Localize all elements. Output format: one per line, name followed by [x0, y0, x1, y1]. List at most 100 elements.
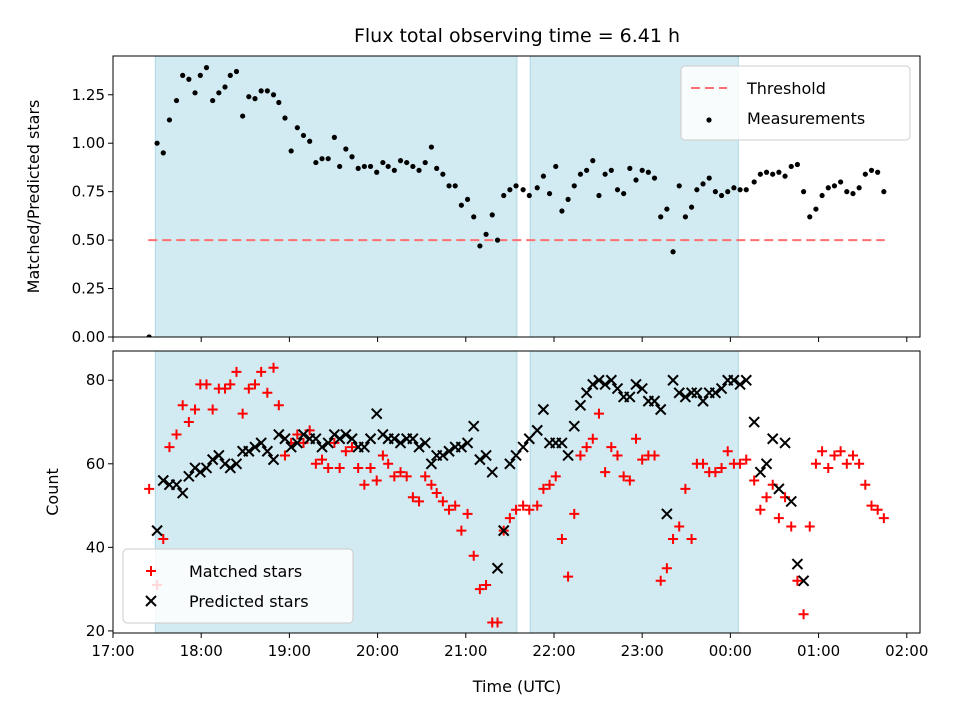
- matched-star-point: [823, 462, 834, 473]
- matched-star-point: [262, 387, 273, 398]
- measurement-point: [794, 161, 801, 168]
- matched-star-point: [550, 471, 561, 482]
- predicted-star-point: [697, 395, 709, 407]
- predicted-star-point: [791, 558, 804, 570]
- predicted-star-point: [230, 458, 243, 470]
- predicted-star-point: [661, 508, 673, 520]
- measurement-point: [881, 189, 887, 195]
- matched-star-point: [773, 513, 784, 524]
- predicted-star-point: [206, 453, 219, 466]
- measurement-point: [192, 90, 198, 96]
- predicted-star-point: [333, 433, 346, 445]
- predicted-star-point: [797, 575, 810, 587]
- predicted-star-point: [504, 458, 516, 470]
- x-tick-label: 00:00: [709, 642, 752, 660]
- matched-star-point: [786, 521, 797, 532]
- matched-star-point: [468, 550, 479, 561]
- x-tick-label: 17:00: [91, 642, 134, 660]
- x-tick-label: 01:00: [797, 642, 840, 660]
- measurement-point: [706, 175, 712, 181]
- predicted-star-point: [455, 441, 468, 453]
- matched-star-point: [249, 379, 260, 390]
- predicted-star-point: [443, 445, 455, 457]
- matched-star-point: [829, 450, 840, 461]
- legend-measurement-swatch: [706, 117, 712, 123]
- legend: Matched stars Predicted stars: [122, 548, 354, 624]
- predicted-star-point: [517, 441, 529, 453]
- predicted-star-point: [346, 433, 358, 445]
- matched-star-point: [190, 404, 201, 415]
- matched-star-point: [171, 429, 182, 440]
- measurement-point: [404, 159, 410, 166]
- predicted-star-point: [648, 395, 661, 407]
- predicted-star-point: [388, 433, 401, 445]
- matched-star-point: [340, 446, 351, 457]
- x-tick-label: 02:00: [885, 642, 928, 660]
- matched-star-point: [780, 492, 791, 503]
- predicted-star-point: [624, 391, 636, 403]
- measurement-point: [276, 99, 282, 106]
- matched-star-point: [220, 383, 231, 394]
- legend-entry-label: Matched stars: [189, 562, 302, 581]
- matched-star-point: [359, 479, 370, 490]
- predicted-star-point: [340, 428, 352, 441]
- measurement-point: [782, 173, 788, 179]
- measurement-point: [325, 156, 331, 162]
- measurement-point: [216, 90, 222, 96]
- y-tick-label: 0.00: [72, 328, 105, 346]
- predicted-star-point: [486, 466, 498, 478]
- matched-star-point: [532, 500, 543, 511]
- measurement-point: [186, 76, 192, 82]
- measurement-point: [331, 134, 337, 140]
- matched-star-point: [201, 379, 212, 390]
- matched-star-point: [292, 429, 303, 440]
- matched-star-point: [389, 471, 400, 482]
- matched-star-point: [450, 500, 461, 511]
- predicted-star-point: [437, 449, 449, 462]
- matched-star-point: [231, 366, 242, 377]
- measurement-point: [252, 96, 258, 102]
- predicted-star-point: [556, 437, 568, 449]
- predicted-star-point: [734, 378, 746, 391]
- matched-star-point: [556, 534, 567, 544]
- matched-star-point: [587, 433, 598, 444]
- predicted-star-point: [728, 374, 740, 386]
- predicted-star-point: [654, 403, 667, 416]
- predicted-star-point: [364, 433, 377, 445]
- predicted-star-point: [224, 462, 237, 474]
- measurement-point: [712, 189, 718, 195]
- measurement-point: [700, 181, 706, 187]
- predicted-star-point: [611, 382, 624, 395]
- matched-star-point: [414, 496, 425, 507]
- matched-star-point: [668, 534, 679, 544]
- matched-star-point: [243, 383, 254, 394]
- measurement-point: [294, 125, 300, 131]
- measurement-point: [645, 169, 651, 175]
- predicted-star-point: [760, 458, 773, 470]
- measurement-point: [507, 187, 513, 193]
- measurement-point: [862, 171, 868, 177]
- measurement-point: [203, 65, 210, 71]
- measurement-point: [343, 146, 349, 152]
- measurement-point: [670, 249, 676, 255]
- measurement-point: [651, 175, 658, 181]
- predicted-star-point: [200, 462, 213, 474]
- predicted-star-point: [407, 433, 419, 445]
- measurement-point: [477, 243, 483, 249]
- predicted-star-point: [285, 441, 297, 453]
- predicted-star-point: [279, 433, 291, 445]
- matched-star-point: [518, 500, 529, 511]
- predicted-star-point: [194, 466, 207, 478]
- measurement-point: [428, 144, 434, 150]
- predicted-star-point: [537, 403, 550, 416]
- measurement-point: [743, 187, 749, 193]
- predicted-star-point: [568, 420, 580, 432]
- measurement-point: [374, 169, 380, 175]
- matched-star-point: [860, 479, 871, 490]
- matched-star-point: [323, 462, 334, 473]
- x-axis-label: Time (UTC): [472, 677, 561, 696]
- y-tick-label: 1.25: [72, 86, 105, 104]
- predicted-star-point: [249, 441, 261, 453]
- measurement-point: [166, 117, 173, 123]
- y-tick-label: 0.25: [72, 280, 105, 298]
